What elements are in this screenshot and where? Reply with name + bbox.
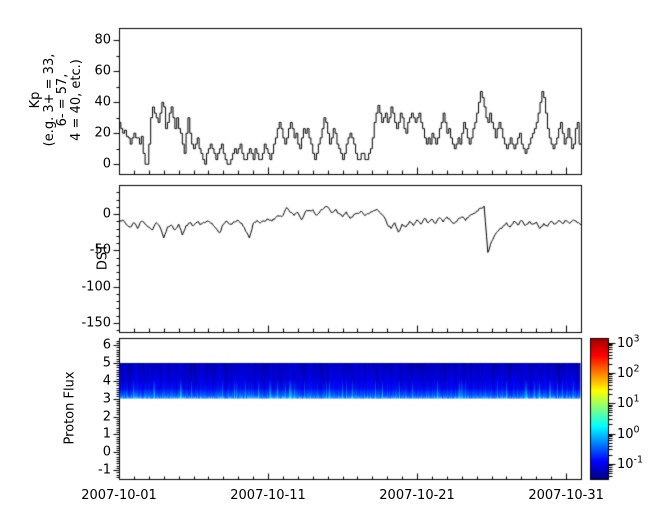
plots-canvas [0, 0, 665, 523]
space-weather-figure: Kp (e.g. 3+ = 33, 6- = 57, 4 = 40, etc.) DS… [0, 0, 665, 523]
